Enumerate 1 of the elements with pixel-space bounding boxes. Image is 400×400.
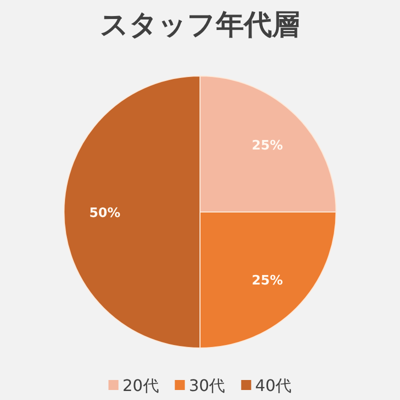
title: スタッフ年代層 [100, 8, 300, 41]
